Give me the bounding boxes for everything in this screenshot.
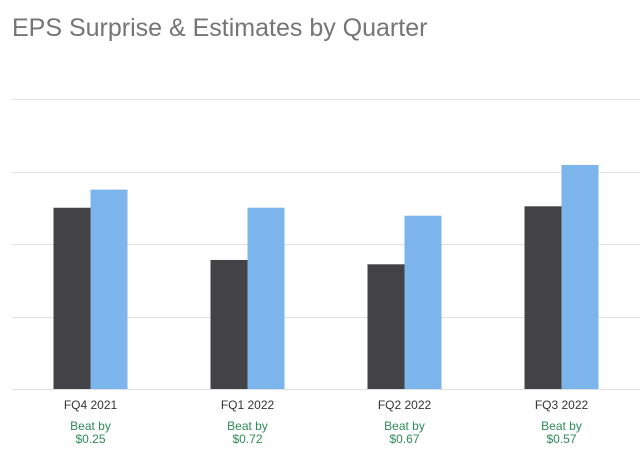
- bar-actual-2: [247, 207, 285, 389]
- beat-annotation: Beat by $0.67: [345, 420, 465, 446]
- x-tick-label: FQ2 2022: [378, 398, 432, 412]
- bar-actual-1: [90, 189, 128, 389]
- beat-amount: $0.25: [75, 432, 106, 446]
- bar-actual-4: [561, 164, 599, 389]
- x-tick-label: FQ1 2022: [221, 398, 275, 412]
- beat-label-text: Beat by: [70, 419, 111, 433]
- bar-estimate-3: [367, 264, 405, 389]
- beat-annotation: Beat by $0.25: [31, 420, 151, 446]
- bar-estimate-2: [210, 259, 248, 389]
- x-tick-labels: FQ4 2021 FQ1 2022 FQ2 2022 FQ3 2022: [64, 398, 589, 412]
- beat-annotation: Beat by $0.72: [188, 420, 308, 446]
- bar-estimate-4: [524, 206, 562, 389]
- bar-estimate-1: [53, 207, 91, 389]
- beat-label-text: Beat by: [227, 419, 268, 433]
- beat-amount: $0.72: [232, 432, 263, 446]
- beat-amount: $0.57: [546, 432, 577, 446]
- chart-title: EPS Surprise & Estimates by Quarter: [12, 14, 428, 42]
- beat-amount: $0.67: [389, 432, 420, 446]
- bar-actual-3: [404, 215, 442, 389]
- beat-annotation: Beat by $0.57: [502, 420, 622, 446]
- bars: [53, 164, 599, 389]
- beat-label-text: Beat by: [541, 419, 582, 433]
- x-tick-label: FQ3 2022: [535, 398, 589, 412]
- x-tick-label: FQ4 2021: [64, 398, 118, 412]
- beat-label-text: Beat by: [384, 419, 425, 433]
